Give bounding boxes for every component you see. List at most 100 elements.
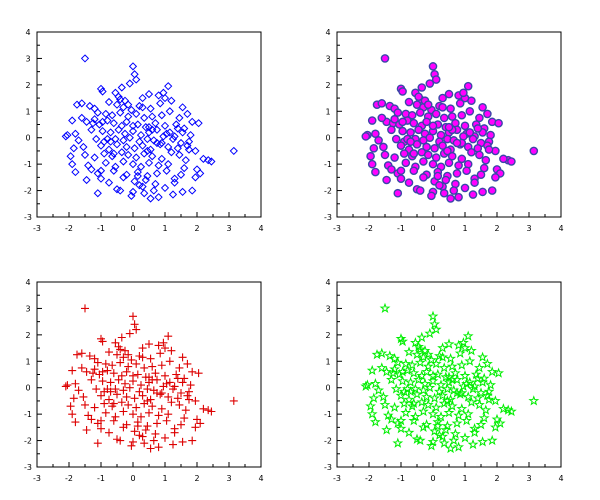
x-tick-label: 3 — [526, 474, 531, 483]
data-point — [469, 426, 481, 438]
data-point — [457, 154, 467, 164]
data-point — [71, 129, 80, 138]
data-point — [422, 142, 431, 152]
data-point — [151, 119, 160, 128]
data-point — [414, 125, 423, 135]
data-point — [369, 378, 381, 389]
data-point — [113, 350, 121, 359]
data-point — [455, 99, 465, 108]
data-point — [146, 444, 155, 453]
data-point — [146, 194, 155, 203]
data-point — [109, 399, 118, 408]
data-point — [390, 383, 402, 394]
data-point — [138, 391, 147, 400]
data-point — [379, 399, 391, 410]
data-point — [443, 371, 455, 382]
data-point — [112, 140, 122, 149]
data-point — [366, 151, 375, 161]
data-point — [398, 87, 407, 96]
data-point — [428, 121, 438, 131]
data-point — [507, 157, 516, 166]
data-point — [178, 378, 187, 387]
data-point — [136, 162, 146, 171]
data-point — [169, 440, 177, 449]
data-point — [124, 150, 133, 159]
data-point — [453, 409, 465, 421]
data-point — [119, 173, 128, 182]
data-point — [159, 132, 168, 141]
data-point — [105, 395, 113, 404]
data-point — [116, 436, 125, 445]
data-point — [385, 374, 397, 385]
data-point — [451, 417, 463, 429]
data-point — [404, 178, 414, 187]
data-point — [154, 91, 163, 100]
data-point — [445, 352, 457, 364]
data-point — [138, 103, 147, 112]
data-point — [188, 367, 197, 376]
data-point — [125, 133, 134, 142]
data-point — [395, 389, 407, 401]
data-point — [156, 99, 165, 108]
data-point — [165, 378, 174, 387]
data-point — [446, 400, 458, 411]
data-point — [483, 385, 495, 397]
data-point — [106, 137, 115, 146]
data-point — [130, 177, 139, 186]
data-point — [160, 121, 170, 130]
data-point — [475, 150, 484, 160]
data-point — [160, 183, 170, 193]
x-tick-label: -1 — [97, 474, 105, 483]
data-point — [191, 396, 200, 405]
data-point — [122, 367, 131, 376]
y-tick-label: -3 — [324, 213, 332, 222]
data-point — [80, 150, 90, 159]
data-point — [184, 137, 194, 146]
data-point — [397, 366, 409, 377]
data-point — [481, 155, 491, 165]
data-point — [464, 376, 476, 388]
data-point — [114, 375, 123, 384]
data-point — [473, 399, 485, 410]
data-point — [181, 156, 190, 165]
data-point — [161, 433, 169, 442]
data-point — [396, 174, 406, 183]
data-point — [427, 408, 439, 419]
data-point — [413, 374, 425, 385]
data-point — [473, 362, 485, 373]
x-tick-label: 2 — [494, 224, 499, 233]
data-point — [98, 87, 107, 96]
data-point — [175, 363, 184, 372]
x-tick-label: 4 — [258, 224, 263, 233]
data-point — [393, 108, 403, 117]
data-point — [229, 396, 238, 405]
data-point — [148, 125, 157, 134]
data-point — [68, 116, 77, 125]
data-point — [104, 178, 114, 187]
y-tick-label: -1 — [24, 160, 32, 169]
data-point — [111, 162, 120, 171]
data-point — [100, 149, 109, 158]
x-tick-label: 4 — [558, 224, 563, 233]
data-point — [151, 369, 160, 378]
data-point — [79, 392, 88, 401]
data-point — [93, 189, 102, 198]
data-point — [148, 402, 157, 411]
data-point — [90, 104, 99, 113]
data-point — [111, 412, 120, 421]
data-point — [96, 166, 106, 175]
data-point — [417, 83, 427, 92]
data-point — [483, 109, 492, 119]
data-point — [143, 171, 152, 181]
data-point — [119, 407, 128, 416]
data-point — [435, 180, 444, 190]
data-point — [138, 141, 147, 150]
data-point — [467, 383, 479, 394]
data-point — [74, 136, 83, 145]
data-point — [428, 159, 438, 169]
data-point — [462, 166, 471, 176]
y-tick-label: -3 — [24, 213, 32, 222]
data-point — [468, 190, 478, 199]
data-point — [157, 361, 166, 370]
data-point — [124, 362, 133, 371]
